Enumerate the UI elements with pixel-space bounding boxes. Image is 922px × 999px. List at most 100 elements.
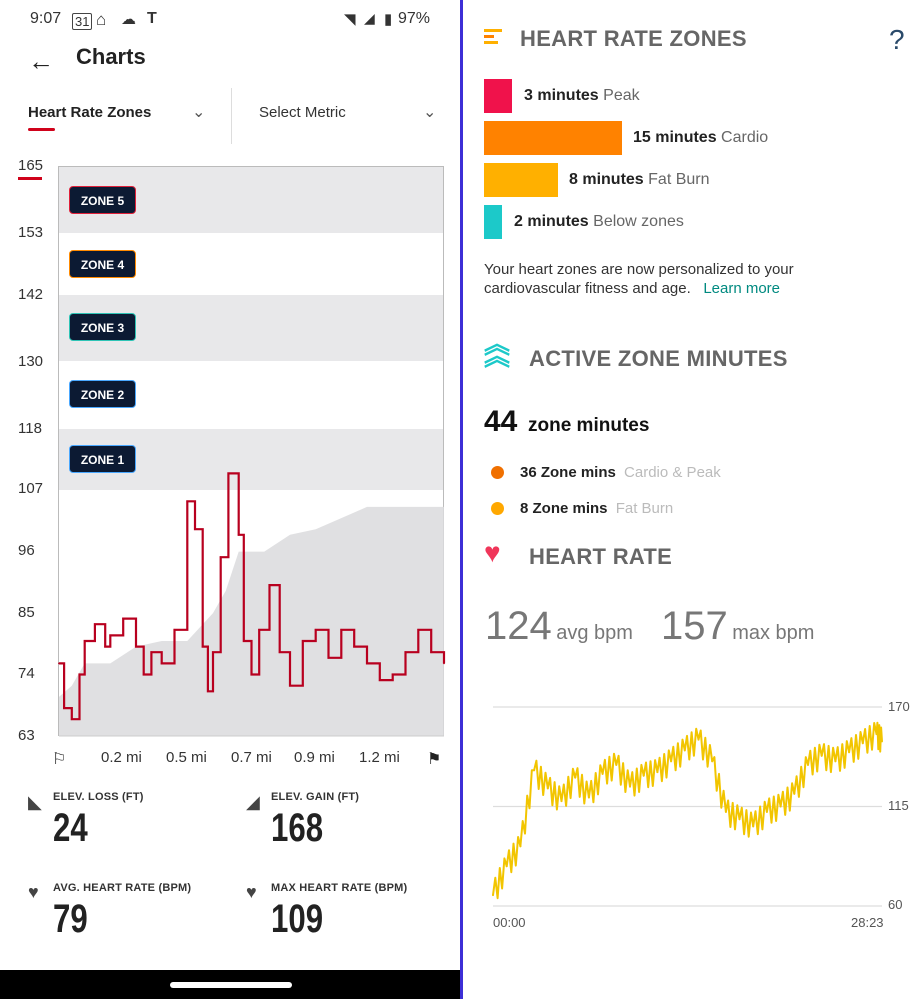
learn-more-link[interactable]: Learn more [703,280,781,297]
heart-rate-point [533,769,536,772]
heart-rate-point [70,718,73,721]
x-tick-label: 0.9 mi [294,749,335,766]
heart-rate-point [560,800,563,803]
heart-rate-point [834,760,837,763]
section-title: HEART RATE ZONES [520,26,747,51]
zone-name: Below zones [593,213,684,230]
zone-row: 15 minutes Cardio [633,129,768,147]
heart-rate-chart [492,706,883,907]
x-tick-label: 0.7 mi [231,749,272,766]
heart-rate-point [122,617,125,620]
zone-minutes: 3 minutes [524,87,599,104]
heart-rate-point [227,472,230,475]
heart-rate-point [670,760,673,763]
heart-rate-icon: ♥ [28,882,39,902]
azm-row: 36 Zone mins Cardio & Peak [520,464,721,481]
elevation-loss-icon: ◣ [28,792,42,812]
heart-rate-point [340,628,343,631]
page-title: Charts [76,44,146,69]
heart-rate-point [378,679,381,681]
heart-rate-point [820,754,823,757]
heart-rate-point [574,776,577,779]
calendar-icon: 31 [72,13,93,30]
heart-rate-point [505,865,508,868]
azm-desc: Fat Burn [615,500,674,517]
stat-label: ELEV. GAIN (FT) [271,791,360,803]
heart-rate-point [492,894,494,897]
y-tick-label: 60 [888,897,903,912]
heart-rate-point [160,662,163,665]
heart-rate-point [194,528,196,531]
heart-rate-point [752,825,755,828]
heart-rate-point [109,634,112,637]
heart-rate-point [219,556,222,559]
zone-minutes: 2 minutes [514,213,589,230]
heart-rate-point [546,787,549,790]
metric-dropdown-primary[interactable]: Heart Rate Zones ⌄ [28,104,208,131]
heart-rate-point [391,673,394,676]
avg-bpm-value: 124 [485,604,552,648]
y-max-marker [18,177,42,180]
avg-bpm: 124 avg bpm [485,604,633,649]
start-flag-icon: ⚐ [52,751,67,768]
max-bpm: 157 max bpm [661,604,814,649]
heart-rate-point [366,662,368,665]
heart-rate-point [724,810,727,813]
zone-name: Cardio [721,129,769,146]
zone-name: Fat Burn [648,171,710,188]
zone-bar-cardio [484,121,622,155]
back-arrow-icon[interactable]: ← [28,46,54,76]
zone-1-badge: ZONE 1 [69,445,136,473]
stat-label: AVG. HEART RATE (BPM) [53,882,192,894]
heart-rate-point [417,628,420,631]
heart-rate-line [59,472,446,721]
heart-rate-point [683,749,686,752]
x-tick-label: 28:23 [851,915,884,930]
heart-rate-point [58,662,60,665]
y-tick-label: 153 [18,224,44,241]
zones-icon-bar [484,41,498,44]
section-title: HEART RATE [529,544,673,569]
y-tick-label: 170 [888,699,910,714]
heart-rate-point [250,673,253,676]
zone-minutes: 8 minutes [569,171,644,188]
chevron-down-icon: ⌄ [423,104,437,121]
y-tick-label: 63 [18,727,35,744]
status-time: 9:07 [30,10,62,27]
heart-rate-point [327,656,330,659]
heart-rate-point [150,651,153,654]
heart-rate-point [237,533,240,536]
heart-rate-point [807,763,809,766]
metric-dropdown-secondary[interactable]: Select Metric ⌄ [259,104,439,121]
heart-rate-point [629,785,631,788]
heart-rate-point [587,796,590,799]
heart-rate-point [104,645,107,648]
azm-value: 8 Zone mins [520,500,608,517]
home-gesture-pill[interactable] [170,982,292,988]
heart-rate-point [212,651,214,654]
heart-rate-point [765,810,768,813]
charts-panel: 9:07 31 ⌂ ☁ T ◥ ◢ ▮ 97% ← Charts Heart R… [0,0,460,999]
heart-rate-point [875,733,878,736]
battery-icon: ▮ [384,11,393,28]
avg-bpm-unit: avg bpm [556,622,633,644]
heart-rate-point [519,845,522,848]
zone-bar-fat-burn [484,163,558,197]
heart-rate-point [615,763,618,766]
zone-minutes: 15 minutes [633,129,717,146]
heart-rate-point [738,818,741,821]
heart-rate-point [430,651,433,654]
x-tick-label: 0.5 mi [166,749,207,766]
chevron-down-icon: ⌄ [192,104,206,121]
tesla-icon: T [147,10,157,27]
active-underline [28,128,55,131]
heart-rate-point [697,738,700,741]
heart-rate-point [301,640,304,642]
heart-rate-point [268,584,271,586]
heart-rate-point [201,645,204,648]
help-icon[interactable]: ? [889,24,905,55]
y-tick-label: 118 [18,420,42,437]
heart-rate-point [881,740,883,743]
y-tick-label: 107 [18,480,44,497]
heart-rate-point [63,707,65,709]
